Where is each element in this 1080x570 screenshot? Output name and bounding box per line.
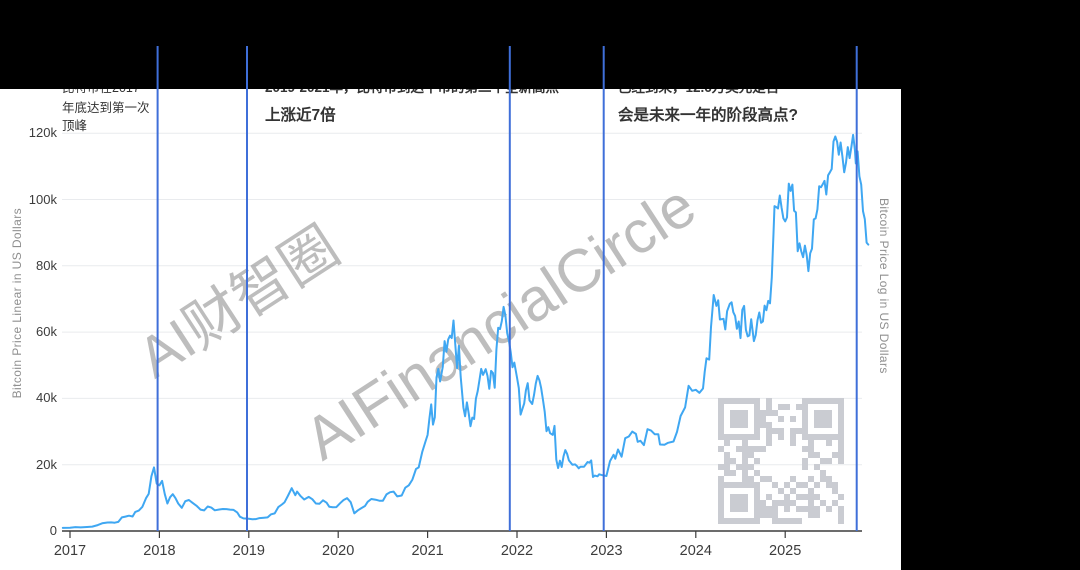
top-censor-bar — [0, 0, 1080, 89]
x-tick-label: 2019 — [232, 543, 265, 559]
x-tick-label: 2025 — [769, 543, 802, 559]
y-tick-label: 40k — [36, 390, 57, 406]
x-tick-label: 2018 — [143, 543, 176, 559]
annotation-2025-peak-line2: 会是未来一年的阶段高点? — [618, 107, 798, 124]
annotation-2017-peak-line3: 顶峰 — [62, 119, 88, 133]
x-tick-label: 2024 — [679, 543, 712, 559]
right-censor-bar — [901, 0, 1080, 570]
x-tick-label: 2023 — [590, 543, 623, 559]
annotation-2021-peak-line2: 上涨近7倍 — [265, 107, 336, 124]
x-tick-label: 2021 — [411, 543, 444, 559]
y-axis-title-right: Bitcoin Price Log in US Dollars — [877, 198, 891, 374]
x-tick-label: 2020 — [322, 543, 355, 559]
y-tick-label: 60k — [36, 324, 57, 340]
y-tick-label: 120k — [28, 125, 57, 141]
annotation-2017-peak-line2: 年底达到第一次 — [62, 101, 150, 115]
x-tick-label: 2022 — [500, 543, 534, 559]
y-tick-label: 20k — [36, 456, 57, 472]
qr-code-watermark — [718, 398, 844, 524]
x-tick-label: 2017 — [53, 543, 87, 559]
y-tick-label: 100k — [28, 191, 57, 207]
y-tick-label: 80k — [36, 257, 57, 273]
y-tick-label: 0 — [49, 523, 57, 538]
